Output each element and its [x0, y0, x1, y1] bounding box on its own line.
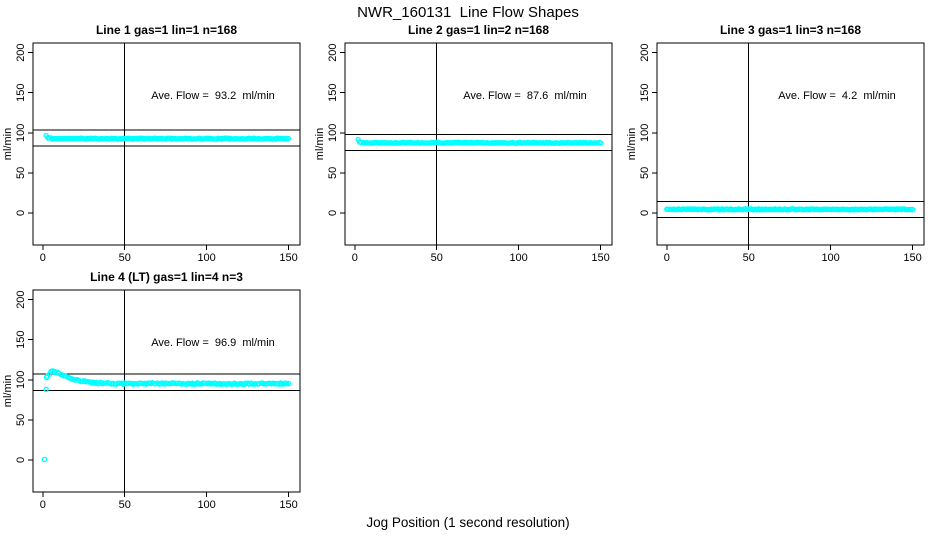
plot-box — [656, 42, 925, 246]
y-tick-label: 0 — [639, 210, 651, 216]
panel-line-1: Line 1 gas=1 lin=1 n=168 0 50 100 150 0 50 100 1… — [0, 20, 312, 267]
y-tick-label: 100 — [639, 124, 651, 142]
y-tick-label: 50 — [327, 167, 339, 179]
y-tick-label: 200 — [639, 43, 651, 61]
y-tick-label: 150 — [639, 84, 651, 102]
x-axis: 0 50 100 150 — [352, 245, 610, 264]
y-tick-label: 200 — [15, 290, 27, 308]
average-flow-annotation: Ave. Flow = 96.9 ml/min — [151, 337, 275, 349]
y-tick-label: 0 — [15, 210, 27, 216]
y-tick-label: 150 — [15, 84, 27, 102]
y-axis: 0 50 100 150 200 ml/min — [2, 290, 33, 463]
x-tick-label: 150 — [903, 252, 921, 264]
x-tick-label: 100 — [509, 252, 527, 264]
x-axis: 0 50 100 150 — [40, 492, 298, 511]
data-points-series — [41, 368, 292, 463]
average-flow-annotation: Ave. Flow = 93.2 ml/min — [151, 90, 275, 102]
panel-line-3: Line 3 gas=1 lin=3 n=168 0 50 100 150 0 50 100 1… — [624, 20, 936, 267]
y-tick-label: 100 — [15, 371, 27, 389]
x-tick-label: 100 — [197, 252, 215, 264]
x-tick-label: 0 — [352, 252, 358, 264]
x-tick-label: 0 — [40, 252, 46, 264]
plot-box — [32, 289, 301, 493]
panel-title: Line 1 gas=1 lin=1 n=168 — [96, 23, 237, 37]
x-tick-label: 50 — [119, 252, 131, 264]
average-flow-annotation: Ave. Flow = 4.2 ml/min — [778, 90, 895, 102]
plot-svg: Line 2 gas=1 lin=2 n=168 0 50 100 150 0 50 100 1… — [314, 23, 613, 264]
y-tick-label: 150 — [15, 331, 27, 349]
y-axis: 0 50 100 150 200 ml/min — [626, 43, 657, 216]
y-axis: 0 50 100 150 200 ml/min — [2, 43, 33, 216]
plot-svg: Line 4 (LT) gas=1 lin=4 n=3 0 50 100 150 0 50 1… — [2, 270, 301, 511]
y-tick-label: 0 — [15, 457, 27, 463]
x-tick-label: 0 — [664, 252, 670, 264]
x-tick-label: 50 — [119, 499, 131, 511]
x-tick-label: 150 — [279, 499, 297, 511]
average-flow-annotation: Ave. Flow = 87.6 ml/min — [463, 90, 587, 102]
figure-title: NWR_160131 Line Flow Shapes — [357, 4, 579, 21]
plot-box — [32, 42, 301, 246]
x-tick-label: 50 — [431, 252, 443, 264]
panel-title: Line 2 gas=1 lin=2 n=168 — [408, 23, 549, 37]
x-tick-label: 100 — [197, 499, 215, 511]
plot-svg: Line 1 gas=1 lin=1 n=168 0 50 100 150 0 50 100 1… — [2, 23, 301, 264]
y-tick-label: 150 — [327, 84, 339, 102]
y-tick-label: 0 — [327, 210, 339, 216]
y-axis-label: ml/min — [314, 128, 326, 160]
y-axis: 0 50 100 150 200 ml/min — [314, 43, 345, 216]
y-axis-label: ml/min — [2, 375, 14, 407]
y-tick-label: 100 — [327, 124, 339, 142]
reference-lines — [33, 43, 300, 245]
y-tick-label: 200 — [15, 43, 27, 61]
x-tick-label: 150 — [591, 252, 609, 264]
plot-svg: Line 3 gas=1 lin=3 n=168 0 50 100 150 0 50 100 1… — [626, 23, 925, 264]
plot-box — [344, 42, 613, 246]
x-tick-label: 100 — [821, 252, 839, 264]
y-tick-label: 100 — [15, 124, 27, 142]
data-points-series — [43, 132, 292, 142]
reference-lines — [657, 43, 924, 245]
y-axis-label: ml/min — [2, 128, 14, 160]
x-axis: 0 50 100 150 — [664, 245, 922, 264]
data-points-series — [664, 206, 916, 213]
reference-lines — [33, 290, 300, 492]
x-tick-label: 150 — [279, 252, 297, 264]
x-axis: 0 50 100 150 — [40, 245, 298, 264]
figure-x-axis-label: Jog Position (1 second resolution) — [366, 515, 570, 530]
y-tick-label: 50 — [15, 414, 27, 426]
x-tick-label: 50 — [743, 252, 755, 264]
y-tick-label: 50 — [15, 167, 27, 179]
y-tick-label: 200 — [327, 43, 339, 61]
panel-line-4: Line 4 (LT) gas=1 lin=4 n=3 0 50 100 150 0 50 1… — [0, 267, 312, 514]
y-axis-label: ml/min — [626, 128, 638, 160]
x-tick-label: 0 — [40, 499, 46, 511]
data-points-series — [355, 136, 604, 147]
panel-line-2: Line 2 gas=1 lin=2 n=168 0 50 100 150 0 50 100 1… — [312, 20, 624, 267]
y-tick-label: 50 — [639, 167, 651, 179]
panel-title: Line 4 (LT) gas=1 lin=4 n=3 — [90, 270, 243, 284]
panel-title: Line 3 gas=1 lin=3 n=168 — [720, 23, 861, 37]
